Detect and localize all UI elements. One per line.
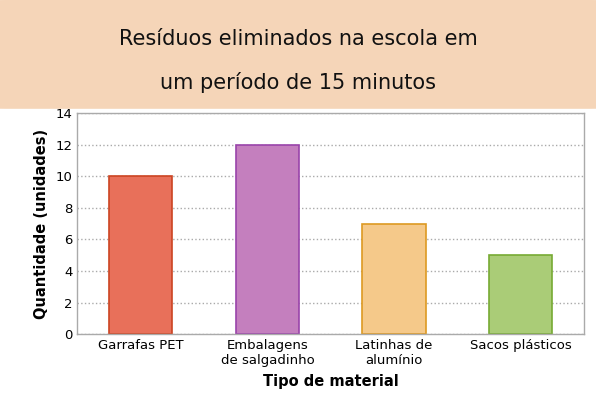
Text: um período de 15 minutos: um período de 15 minutos xyxy=(160,72,436,93)
Bar xyxy=(362,224,426,334)
Text: Resíduos eliminados na escola em: Resíduos eliminados na escola em xyxy=(119,29,477,49)
Y-axis label: Quantidade (unidades): Quantidade (unidades) xyxy=(34,129,49,319)
FancyBboxPatch shape xyxy=(0,0,596,109)
X-axis label: Tipo de material: Tipo de material xyxy=(263,374,399,389)
Bar xyxy=(109,176,172,334)
Bar xyxy=(236,145,299,334)
Bar xyxy=(489,256,552,334)
